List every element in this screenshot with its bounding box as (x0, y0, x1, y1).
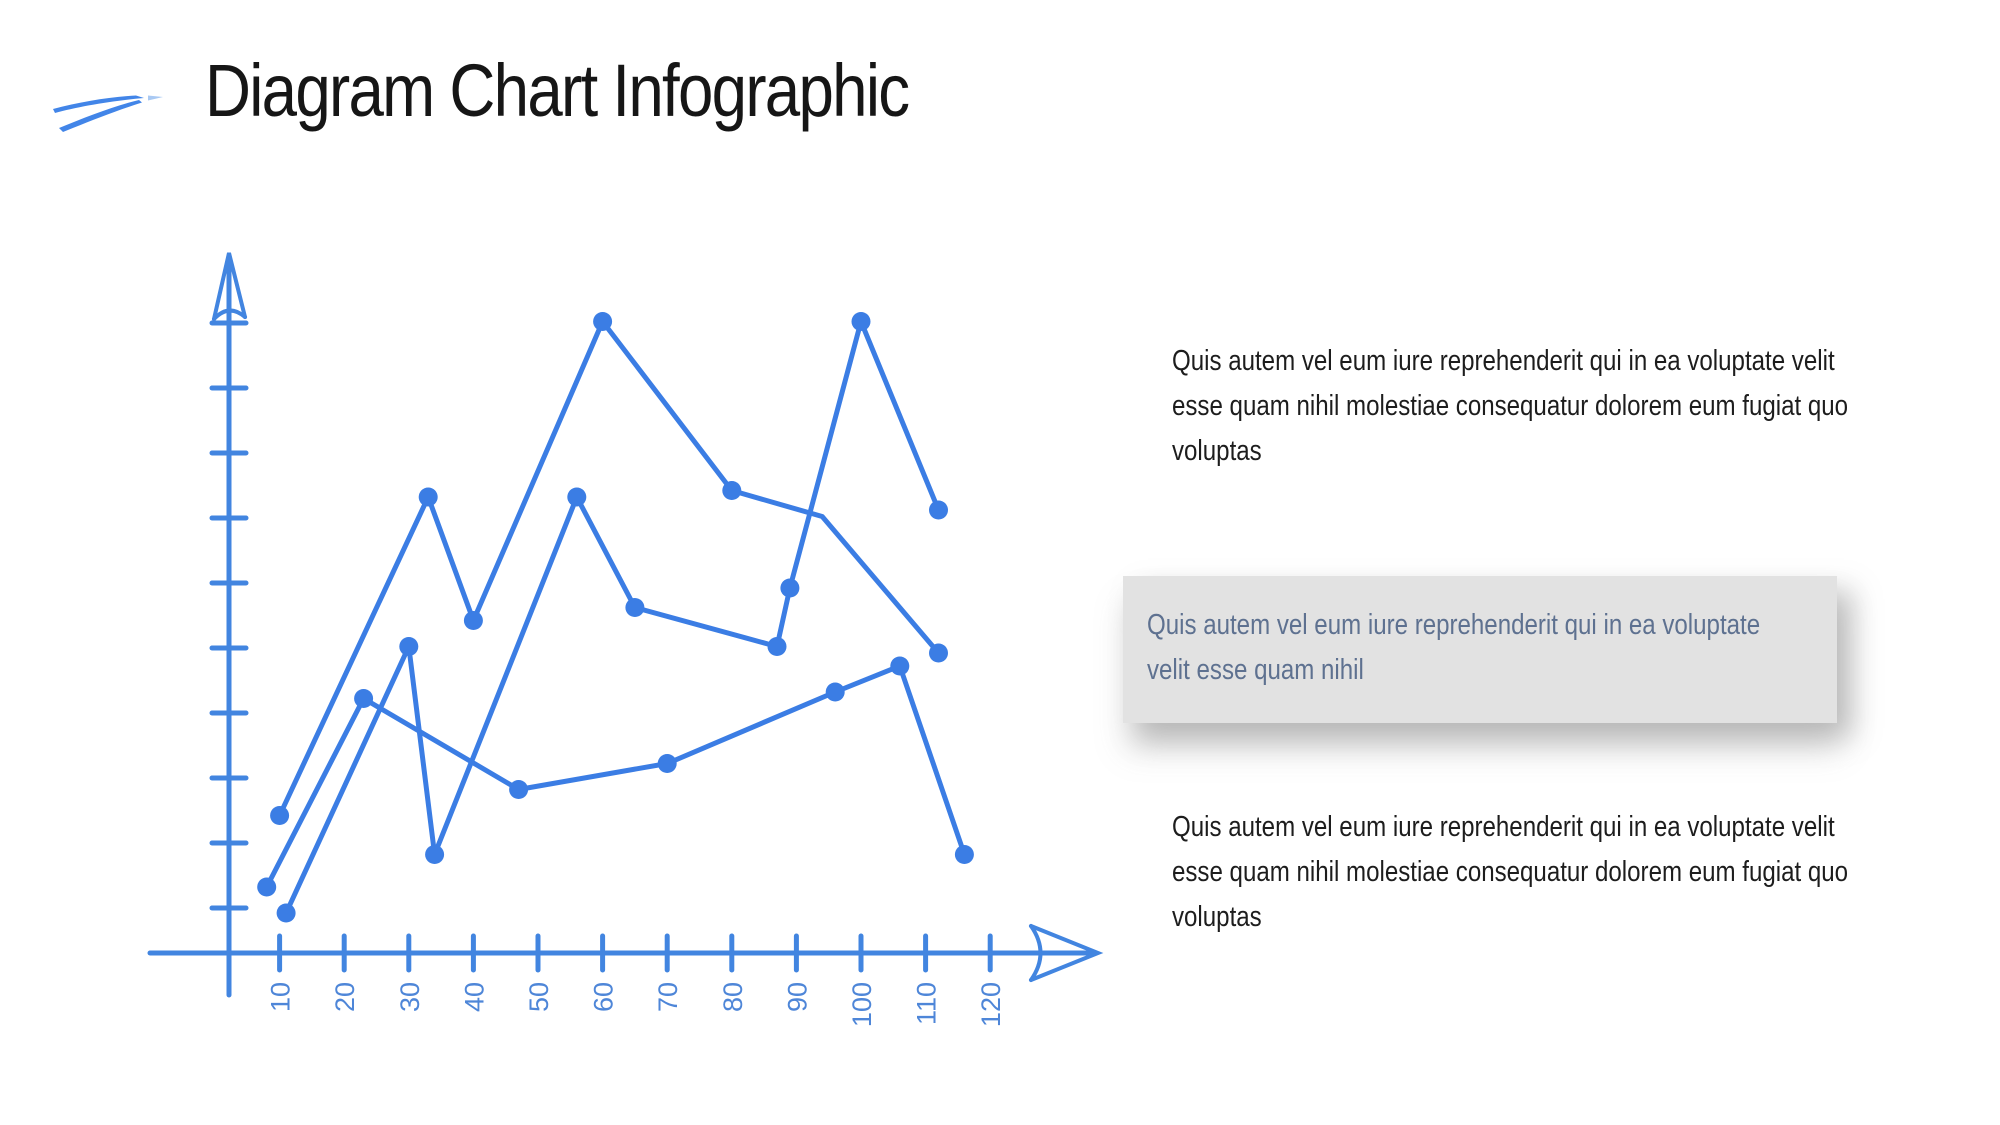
swoosh-logo-icon (53, 95, 163, 132)
text-line: velit esse quam nihil (1147, 654, 1364, 686)
chart-series-2 (276, 312, 948, 923)
data-point (567, 487, 587, 507)
text-line: voluptas (1172, 435, 1262, 467)
line-chart: 10 20 30 40 50 60 70 80 90 100 110 120 (147, 252, 1104, 1027)
data-point (890, 656, 910, 676)
x-tick-label: 80 (718, 982, 748, 1012)
x-tick-label: 90 (782, 982, 812, 1012)
data-point (257, 877, 277, 897)
y-axis-arrow-icon (212, 252, 247, 321)
data-point (399, 637, 419, 656)
x-tick-label: 110 (912, 982, 942, 1025)
text-block-bottom: Quis autem vel eum iure reprehenderit qu… (1172, 805, 1872, 940)
x-tick-label: 20 (330, 982, 360, 1012)
chart-series-3 (257, 656, 974, 897)
data-point (354, 689, 374, 708)
data-point (418, 487, 438, 507)
data-point (722, 481, 742, 500)
data-point (463, 611, 483, 630)
logo (50, 88, 180, 138)
x-tick-label: 40 (459, 982, 489, 1012)
x-tick-label: 60 (589, 982, 619, 1012)
x-tick-label: 50 (524, 982, 554, 1012)
data-point (767, 637, 787, 656)
chart-canvas: 10 20 30 40 50 60 70 80 90 100 110 120 (147, 252, 1104, 1027)
data-point (825, 682, 845, 702)
data-point (509, 780, 529, 799)
data-point (425, 845, 445, 864)
data-point (851, 312, 871, 331)
highlight-box-text: Quis autem vel eum iure reprehenderit qu… (1123, 576, 1837, 693)
data-point (657, 754, 677, 773)
x-tick-label: 30 (395, 982, 425, 1012)
axes (147, 252, 1104, 998)
x-tick-label: 10 (266, 982, 296, 1012)
data-point (270, 806, 290, 825)
data-point (954, 845, 974, 864)
data-point (780, 578, 800, 598)
text-line: Quis autem vel eum iure reprehenderit qu… (1172, 811, 1835, 843)
text-line: Quis autem vel eum iure reprehenderit qu… (1172, 345, 1835, 377)
data-point (593, 312, 613, 331)
text-line: Quis autem vel eum iure reprehenderit qu… (1147, 609, 1761, 641)
y-axis-arrow-icon (212, 308, 247, 321)
chart-series-1 (270, 312, 948, 825)
series-line (283, 319, 941, 916)
page-title: Diagram Chart Infographic (205, 49, 910, 132)
text-line: esse quam nihil molestiae consequatur do… (1172, 390, 1849, 422)
x-tick-label: 70 (653, 982, 683, 1012)
x-tick-label: 120 (976, 982, 1006, 1027)
highlight-box: Quis autem vel eum iure reprehenderit qu… (1123, 576, 1837, 723)
x-tick-label: 100 (847, 982, 877, 1027)
text-block-top: Quis autem vel eum iure reprehenderit qu… (1172, 339, 1872, 474)
data-point (625, 598, 645, 617)
data-point (929, 643, 948, 663)
data-point (276, 903, 296, 923)
x-axis-arrow-icon (1029, 924, 1043, 982)
text-line: esse quam nihil molestiae consequatur do… (1172, 856, 1849, 888)
x-axis-arrow-icon (1029, 924, 1104, 982)
text-line: voluptas (1172, 901, 1262, 933)
data-point (929, 500, 948, 520)
